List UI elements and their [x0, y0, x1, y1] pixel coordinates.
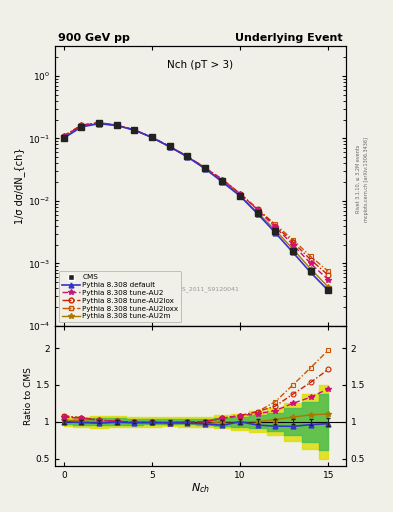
Y-axis label: Ratio to CMS: Ratio to CMS	[24, 367, 33, 425]
Text: Nch (pT > 3): Nch (pT > 3)	[167, 60, 233, 70]
Text: Rivet 3.1.10, ≥ 3.2M events: Rivet 3.1.10, ≥ 3.2M events	[356, 145, 361, 214]
Text: 900 GeV pp: 900 GeV pp	[58, 33, 130, 44]
Legend: CMS, Pythia 8.308 default, Pythia 8.308 tune-AU2, Pythia 8.308 tune-AU2lox, Pyth: CMS, Pythia 8.308 default, Pythia 8.308 …	[59, 271, 182, 323]
Y-axis label: 1/σ dσ/dN_{ch}: 1/σ dσ/dN_{ch}	[14, 148, 25, 224]
Text: CMS_2011_S9120041: CMS_2011_S9120041	[173, 287, 240, 292]
X-axis label: $\mathit{N}_{ch}$: $\mathit{N}_{ch}$	[191, 481, 210, 495]
Text: Underlying Event: Underlying Event	[235, 33, 343, 44]
Text: mcplots.cern.ch [arXiv:1306.3436]: mcplots.cern.ch [arXiv:1306.3436]	[364, 137, 369, 222]
